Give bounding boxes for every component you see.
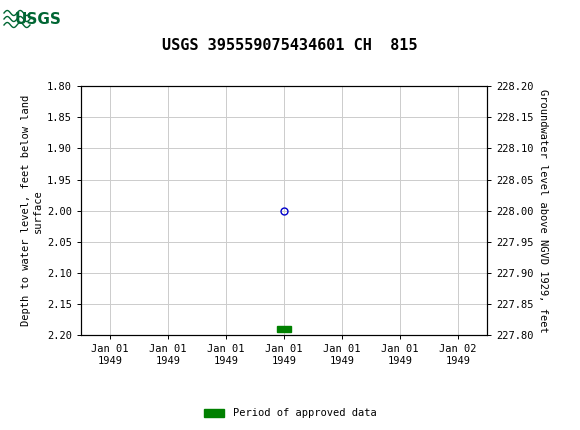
Bar bbox=[2, 2, 72, 36]
Y-axis label: Depth to water level, feet below land
surface: Depth to water level, feet below land su… bbox=[21, 95, 43, 326]
Text: USGS: USGS bbox=[14, 12, 61, 27]
Legend: Period of approved data: Period of approved data bbox=[200, 404, 380, 423]
Y-axis label: Groundwater level above NGVD 1929, feet: Groundwater level above NGVD 1929, feet bbox=[538, 89, 548, 332]
Text: USGS 395559075434601 CH  815: USGS 395559075434601 CH 815 bbox=[162, 38, 418, 52]
Bar bbox=[277, 326, 291, 332]
